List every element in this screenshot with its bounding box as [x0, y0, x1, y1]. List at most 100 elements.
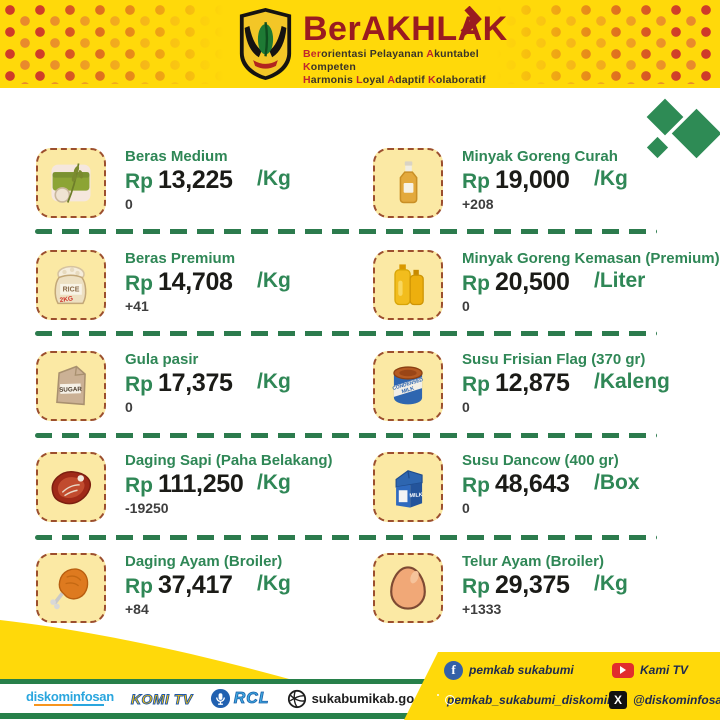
item-icon-tile: MILK [373, 452, 443, 522]
currency-label: Rp [125, 373, 153, 396]
item-price-line: Rp 111,250 /Kg [125, 470, 375, 498]
item-name: Daging Sapi (Paha Belakang) [125, 452, 333, 469]
item-price-line: Rp 37,417 /Kg [125, 571, 375, 599]
price-value: 37,417 [158, 571, 233, 599]
price-change: +84 [125, 601, 149, 617]
price-unit: /Kg [594, 167, 628, 190]
page-title: BerAKHLAK [303, 10, 508, 48]
price-value: 12,875 [495, 369, 570, 397]
chevron-arrow-icon [460, 6, 482, 36]
item-name: Beras Premium [125, 250, 236, 267]
currency-label: Rp [125, 474, 153, 497]
price-value: 13,225 [158, 166, 233, 194]
item-price-line: Rp 13,225 /Kg [125, 166, 375, 194]
price-change: 0 [125, 196, 133, 212]
currency-label: Rp [125, 575, 153, 598]
dot-pattern-right [490, 4, 716, 84]
komi-tv-logo: KOMI TV [130, 690, 193, 707]
price-value: 111,250 [158, 470, 244, 498]
item-icon-tile: SUGAR [36, 351, 106, 421]
dashed-divider [35, 229, 657, 234]
price-item-minyak-curah: Minyak Goreng Curah Rp 19,000 /Kg +208 [373, 148, 703, 224]
currency-label: Rp [462, 272, 490, 295]
currency-label: Rp [462, 474, 490, 497]
partner-logos: diskominfosan KOMI TV RCL sukabumikab.go… [26, 684, 429, 713]
tagline-line1: Berorientasi Pelayanan Akuntabel Kompete… [303, 48, 479, 73]
item-icon-tile [373, 250, 443, 320]
item-icon-tile [373, 148, 443, 218]
currency-label: Rp [462, 170, 490, 193]
item-price-line: Rp 17,375 /Kg [125, 369, 375, 397]
item-name: Minyak Goreng Kemasan (Premium) [462, 250, 720, 267]
price-unit: /Kaleng [594, 370, 670, 393]
price-item-telur-ayam: Telur Ayam (Broiler) Rp 29,375 /Kg +1333 [373, 553, 703, 629]
egg-icon [390, 566, 426, 610]
price-unit: /Kg [257, 572, 291, 595]
dashed-divider [35, 331, 657, 336]
item-icon-tile [373, 553, 443, 623]
tagline-line2: Harmonis Loyal Adaptif Kolaboratif [303, 74, 486, 86]
x-icon: X [609, 691, 627, 709]
packaged-oil-bottles-icon [394, 264, 424, 306]
item-price-line: Rp 14,708 /Kg [125, 268, 375, 296]
price-value: 19,000 [495, 166, 570, 194]
item-name: Beras Medium [125, 148, 228, 165]
social-row-1: f pemkab sukabumi Kami TV [404, 659, 720, 681]
currency-label: Rp [462, 373, 490, 396]
footer-green-strip-bottom [0, 713, 720, 719]
oil-bottle-icon [399, 161, 418, 204]
price-item-daging-ayam: Daging Ayam (Broiler) Rp 37,417 /Kg +84 [36, 553, 366, 629]
price-value: 14,708 [158, 268, 233, 296]
price-unit: /Kg [257, 167, 291, 190]
facebook-account: f pemkab sukabumi [444, 660, 612, 680]
price-item-daging-sapi: Daging Sapi (Paha Belakang) Rp 111,250 /K… [36, 452, 366, 528]
item-icon-tile [36, 553, 106, 623]
diskominfosan-tagline-bar [34, 703, 104, 707]
milk-carton-icon: MILK [395, 470, 423, 508]
header-banner: BerAKHLAK Berorientasi Pelayanan Akuntab… [0, 0, 720, 88]
price-change: 0 [125, 399, 133, 415]
item-price-line: Rp 48,643 /Box [462, 470, 712, 498]
item-icon-tile: RICE 2KG [36, 250, 106, 320]
rcl-logo: RCL [210, 688, 270, 709]
youtube-icon [612, 662, 634, 678]
youtube-account: Kami TV [612, 662, 720, 678]
price-change: 0 [462, 500, 470, 516]
rcl-microphone-icon [210, 688, 230, 709]
dashed-divider [35, 535, 657, 540]
item-name: Daging Ayam (Broiler) [125, 553, 283, 570]
price-unit: /Kg [257, 370, 291, 393]
chicken-drumstick-icon [50, 568, 89, 610]
dot-pattern-left [4, 4, 230, 84]
price-unit: /Kg [594, 572, 628, 595]
social-row-2: pemkab_sukabumi_diskominfo X @diskominfo… [404, 689, 720, 711]
price-value: 20,500 [495, 268, 570, 296]
item-icon-tile [36, 148, 106, 218]
price-item-susu-dancow: MILK Susu Dancow (400 gr) Rp 48,643 /Box … [373, 452, 703, 528]
svg-text:MILK: MILK [409, 492, 423, 499]
price-unit: /Kg [257, 471, 291, 494]
price-item-gula-pasir: SUGAR Gula pasir Rp 17,375 /Kg 0 [36, 351, 366, 427]
sugar-bag-icon: SUGAR [56, 365, 86, 406]
diskominfosan-logo: diskominfosan [26, 690, 114, 707]
yellow-wedge-decoration [0, 620, 300, 682]
price-change: +41 [125, 298, 149, 314]
price-change: -19250 [125, 500, 169, 516]
item-name: Telur Ayam (Broiler) [462, 553, 604, 570]
svg-text:2KG: 2KG [59, 295, 73, 304]
globe-icon [287, 689, 306, 708]
item-icon-tile: CONDENSED MILK [373, 351, 443, 421]
beef-steak-icon [51, 471, 91, 505]
item-name: Minyak Goreng Curah [462, 148, 618, 165]
item-price-line: Rp 12,875 /Kaleng [462, 369, 712, 397]
header-title-block: BerAKHLAK Berorientasi Pelayanan Akuntab… [303, 6, 533, 87]
rice-sack-green-icon [51, 163, 91, 203]
item-price-line: Rp 29,375 /Kg [462, 571, 712, 599]
currency-label: Rp [125, 272, 153, 295]
price-change: 0 [462, 298, 470, 314]
item-name: Susu Frisian Flag (370 gr) [462, 351, 646, 368]
item-name: Susu Dancow (400 gr) [462, 452, 619, 469]
price-change: 0 [462, 399, 470, 415]
item-price-line: Rp 20,500 /Liter [462, 268, 712, 296]
